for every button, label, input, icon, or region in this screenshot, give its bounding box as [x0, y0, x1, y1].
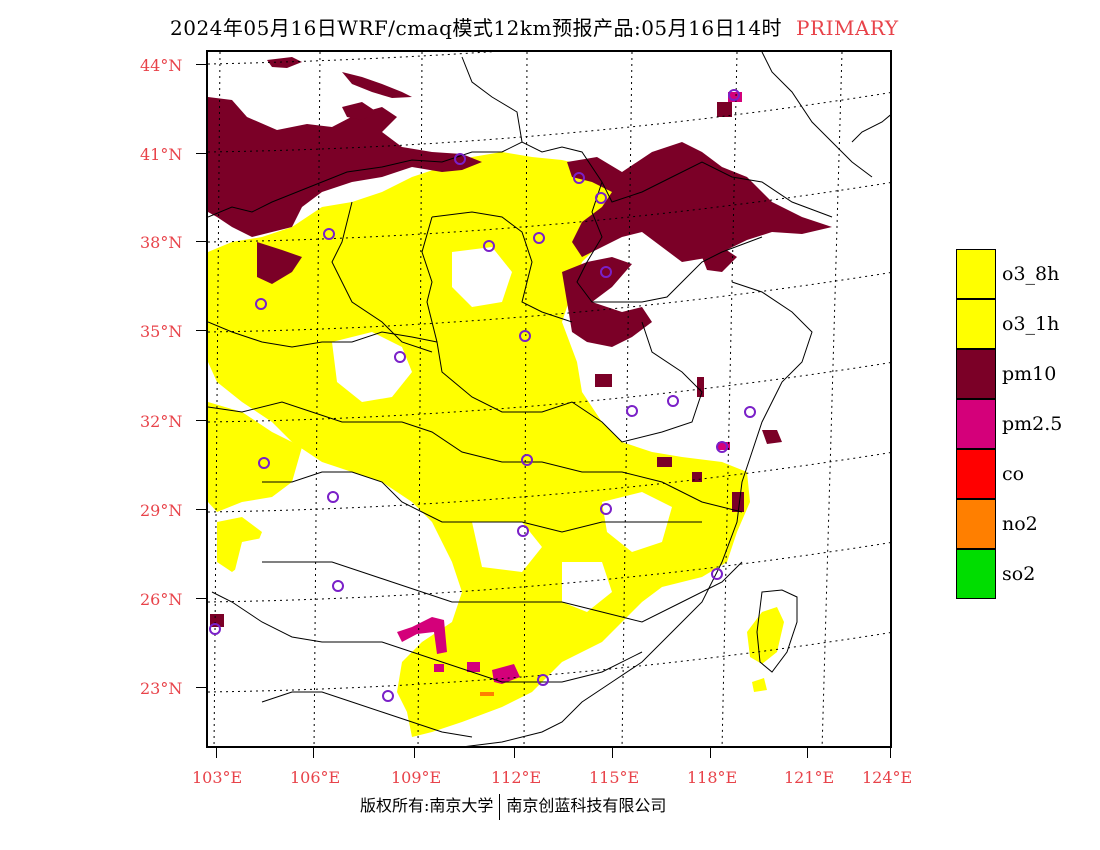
lon-label-118: 118°E [687, 768, 738, 787]
legend-swatch [956, 349, 996, 399]
lat-tick [196, 598, 206, 599]
pm10-region [208, 57, 832, 627]
lat-label-26: 26°N [140, 590, 183, 609]
lat-label-32: 32°N [140, 412, 183, 431]
lon-tick [890, 748, 891, 758]
legend-label: o3_8h [1002, 263, 1060, 285]
lon-tick [807, 748, 808, 758]
legend-item-pm10: pm10 [956, 349, 1096, 399]
company-text: 南京创蓝科技有限公司 [506, 796, 667, 815]
map-frame [206, 50, 892, 748]
lon-label-109: 109°E [391, 768, 442, 787]
lon-label-103: 103°E [192, 768, 243, 787]
legend: o3_8h o3_1h pm10 pm2.5 co no2 so2 [956, 249, 1096, 599]
lat-tick [196, 330, 206, 331]
legend-label: co [1002, 463, 1025, 485]
lat-label-29: 29°N [140, 501, 183, 520]
legend-swatch [956, 249, 996, 299]
lon-label-124: 124°E [862, 768, 913, 787]
title-tag: PRIMARY [796, 16, 899, 40]
lon-label-115: 115°E [589, 768, 640, 787]
copyright-text: 版权所有:南京大学 [360, 796, 494, 815]
no2-spot [480, 692, 494, 696]
lon-tick [612, 748, 613, 758]
legend-item-o3-8h: o3_8h [956, 249, 1096, 299]
province-boundaries [208, 52, 890, 746]
footer-divider [499, 793, 501, 820]
lat-label-23: 23°N [140, 679, 183, 698]
legend-swatch [956, 399, 996, 449]
legend-label: o3_1h [1002, 313, 1060, 335]
legend-item-no2: no2 [956, 499, 1096, 549]
lon-tick [514, 748, 515, 758]
pollution-map [208, 52, 890, 746]
lat-tick [196, 420, 206, 421]
lat-tick [196, 509, 206, 510]
lon-tick [216, 748, 217, 758]
lat-tick [196, 64, 206, 65]
lon-tick [313, 748, 314, 758]
lat-label-35: 35°N [140, 322, 183, 341]
legend-swatch [956, 299, 996, 349]
legend-label: so2 [1002, 563, 1036, 585]
legend-item-so2: so2 [956, 549, 1096, 599]
legend-label: pm2.5 [1002, 413, 1063, 435]
clear-areas [222, 247, 702, 712]
legend-swatch [956, 549, 996, 599]
legend-swatch [956, 499, 996, 549]
lat-tick [196, 241, 206, 242]
lat-label-44: 44°N [140, 56, 183, 75]
legend-label: pm10 [1002, 363, 1057, 385]
lat-label-38: 38°N [140, 233, 183, 252]
map-title: 2024年05月16日WRF/cmaq模式12km预报产品:05月16日14时 P… [170, 12, 899, 41]
legend-item-pm25: pm2.5 [956, 399, 1096, 449]
lon-label-112: 112°E [491, 768, 542, 787]
title-text: 2024年05月16日WRF/cmaq模式12km预报产品:05月16日14时 [170, 16, 783, 40]
lon-label-121: 121°E [784, 768, 835, 787]
lat-tick [196, 153, 206, 154]
legend-item-o3-1h: o3_1h [956, 299, 1096, 349]
footer: 版权所有:南京大学 南京创蓝科技有限公司 [360, 792, 666, 820]
lon-tick [710, 748, 711, 758]
city-markers [209, 89, 756, 702]
legend-swatch [956, 449, 996, 499]
lat-tick [196, 687, 206, 688]
legend-label: no2 [1002, 513, 1038, 535]
lon-label-106: 106°E [290, 768, 341, 787]
legend-item-co: co [956, 449, 1096, 499]
o3-region [208, 152, 784, 737]
lat-label-41: 41°N [140, 145, 183, 164]
lon-tick [414, 748, 415, 758]
graticule [208, 52, 890, 746]
